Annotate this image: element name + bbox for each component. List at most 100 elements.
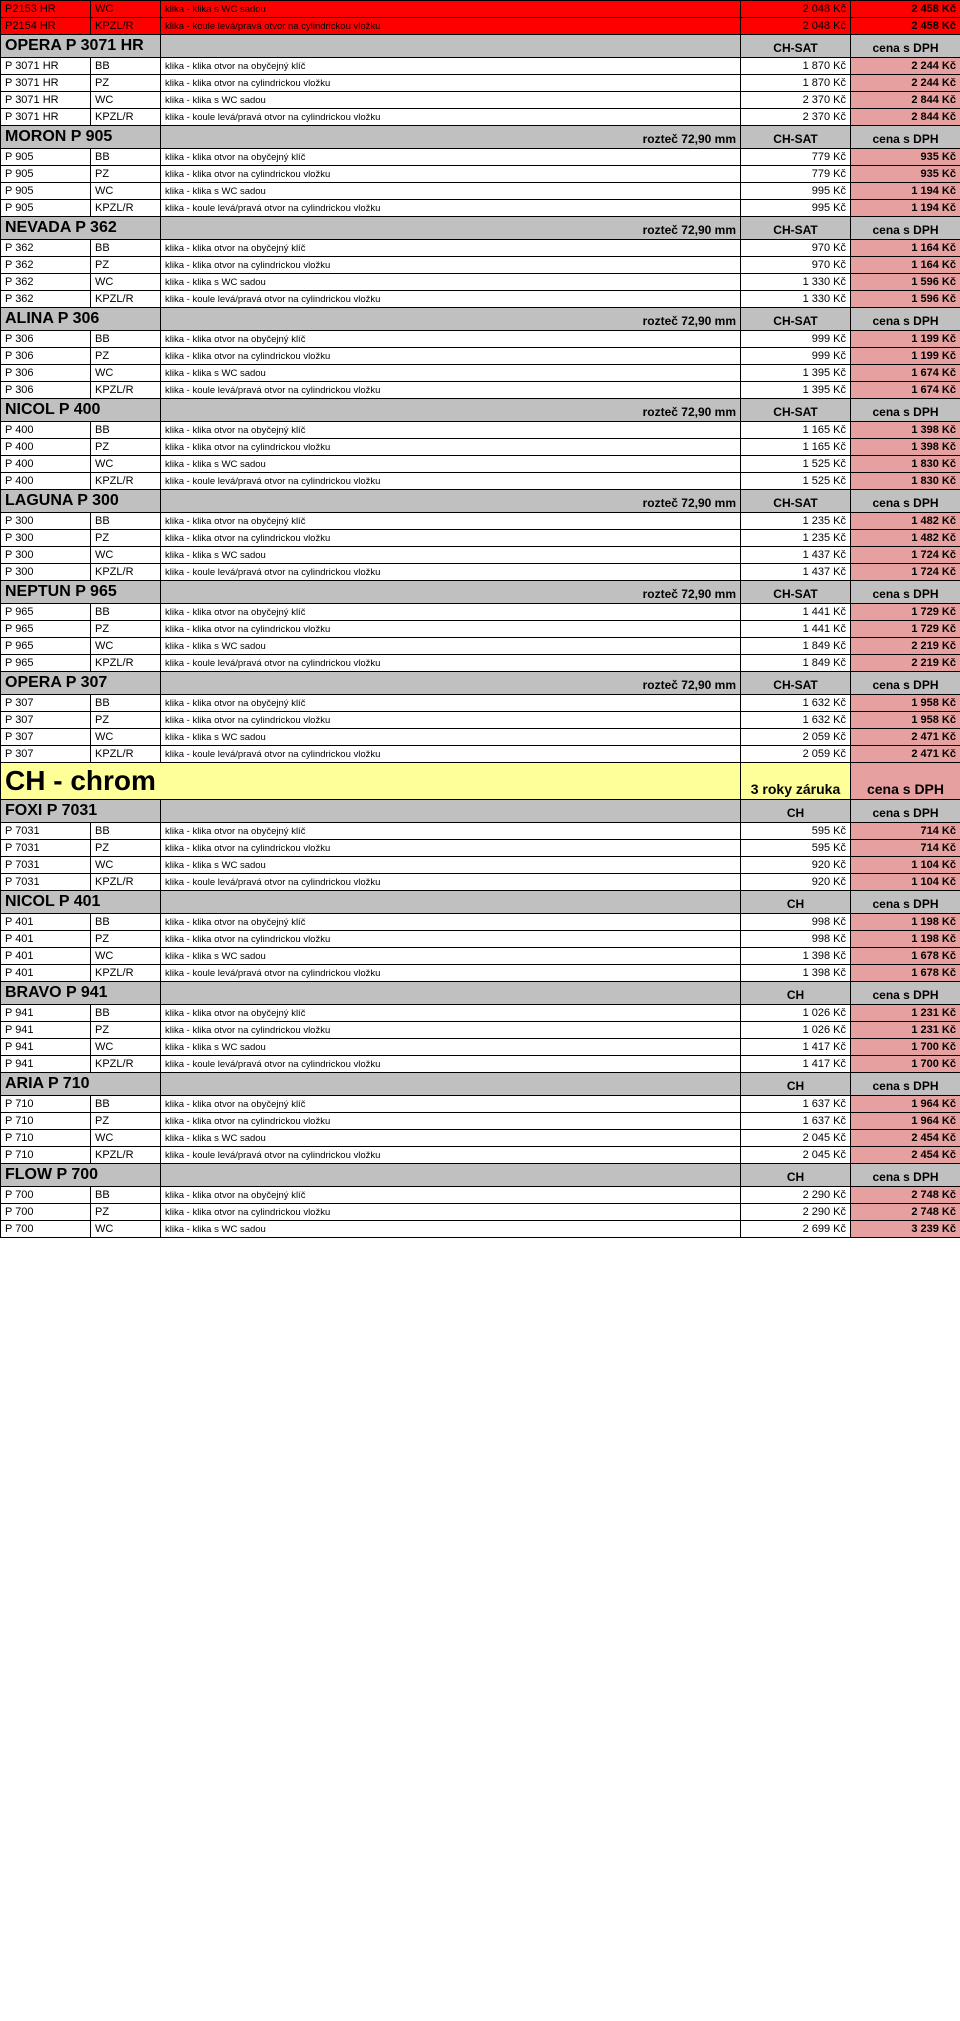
table-row: P 7031BBklika - klika otvor na obyčejný …: [1, 823, 960, 840]
price-cell: 2 048 Kč: [741, 1, 851, 18]
price-vat-cell: 1 231 Kč: [851, 1022, 960, 1039]
chrom-cena: cena s DPH: [851, 763, 960, 800]
code-cell: P 400: [1, 456, 91, 473]
price-cell: 1 525 Kč: [741, 473, 851, 490]
price-vat-cell: 1 700 Kč: [851, 1039, 960, 1056]
table-row: P 362WCklika - klika s WC sadou1 330 Kč1…: [1, 274, 960, 291]
variant-cell: KPZL/R: [91, 382, 161, 399]
section-h4: CH-SAT: [741, 126, 851, 149]
code-cell: P 710: [1, 1096, 91, 1113]
code-cell: P 401: [1, 948, 91, 965]
variant-cell: BB: [91, 823, 161, 840]
price-cell: 1 330 Kč: [741, 274, 851, 291]
price-vat-cell: 1 724 Kč: [851, 564, 960, 581]
table-row: NEVADA P 362rozteč 72,90 mmCH-SATcena s …: [1, 217, 960, 240]
table-row: P 7031KPZL/Rklika - koule levá/pravá otv…: [1, 874, 960, 891]
desc-cell: klika - koule levá/pravá otvor na cylind…: [161, 1147, 741, 1164]
table-row: P 362BBklika - klika otvor na obyčejný k…: [1, 240, 960, 257]
desc-cell: klika - koule levá/pravá otvor na cylind…: [161, 18, 741, 35]
variant-cell: WC: [91, 1221, 161, 1238]
variant-cell: BB: [91, 604, 161, 621]
desc-cell: klika - klika otvor na cylindrickou vlož…: [161, 439, 741, 456]
variant-cell: KPZL/R: [91, 874, 161, 891]
price-vat-cell: 1 198 Kč: [851, 931, 960, 948]
code-cell: P 965: [1, 638, 91, 655]
section-title: NEVADA P 362: [1, 217, 161, 240]
table-row: P 300PZklika - klika otvor na cylindrick…: [1, 530, 960, 547]
price-cell: 1 849 Kč: [741, 655, 851, 672]
desc-cell: klika - klika s WC sadou: [161, 1, 741, 18]
price-vat-cell: 2 471 Kč: [851, 729, 960, 746]
variant-cell: BB: [91, 513, 161, 530]
code-cell: P 700: [1, 1204, 91, 1221]
desc-cell: klika - klika s WC sadou: [161, 1221, 741, 1238]
section-title: BRAVO P 941: [1, 982, 161, 1005]
section-h5: cena s DPH: [851, 800, 960, 823]
code-cell: P 905: [1, 183, 91, 200]
price-vat-cell: 1 729 Kč: [851, 604, 960, 621]
code-cell: P 362: [1, 274, 91, 291]
variant-cell: BB: [91, 1096, 161, 1113]
desc-cell: klika - klika s WC sadou: [161, 948, 741, 965]
section-h4: CH: [741, 891, 851, 914]
table-body: P2153 HRWCklika - klika s WC sadou2 048 …: [1, 1, 960, 1238]
variant-cell: WC: [91, 638, 161, 655]
code-cell: P 300: [1, 564, 91, 581]
price-cell: 595 Kč: [741, 823, 851, 840]
section-h4: CH: [741, 800, 851, 823]
price-cell: 1 395 Kč: [741, 365, 851, 382]
section-mid: [161, 891, 741, 914]
price-vat-cell: 2 471 Kč: [851, 746, 960, 763]
price-vat-cell: 1 164 Kč: [851, 257, 960, 274]
code-cell: P2154 HR: [1, 18, 91, 35]
table-row: P 700BBklika - klika otvor na obyčejný k…: [1, 1187, 960, 1204]
table-row: BRAVO P 941CHcena s DPH: [1, 982, 960, 1005]
price-cell: 970 Kč: [741, 257, 851, 274]
code-cell: P 941: [1, 1056, 91, 1073]
section-h4: CH-SAT: [741, 217, 851, 240]
section-title: OPERA P 3071 HR: [1, 35, 161, 58]
price-vat-cell: 1 700 Kč: [851, 1056, 960, 1073]
price-vat-cell: 2 454 Kč: [851, 1147, 960, 1164]
code-cell: P 905: [1, 166, 91, 183]
price-vat-cell: 1 194 Kč: [851, 183, 960, 200]
code-cell: P 362: [1, 240, 91, 257]
table-row: P 307BBklika - klika otvor na obyčejný k…: [1, 695, 960, 712]
table-row: P 401PZklika - klika otvor na cylindrick…: [1, 931, 960, 948]
section-mid: [161, 1164, 741, 1187]
code-cell: P 700: [1, 1221, 91, 1238]
variant-cell: BB: [91, 331, 161, 348]
section-h4: CH-SAT: [741, 308, 851, 331]
section-mid: rozteč 72,90 mm: [161, 126, 741, 149]
price-cell: 995 Kč: [741, 183, 851, 200]
table-row: P 300BBklika - klika otvor na obyčejný k…: [1, 513, 960, 530]
code-cell: P 905: [1, 200, 91, 217]
code-cell: P 307: [1, 695, 91, 712]
variant-cell: WC: [91, 1130, 161, 1147]
price-vat-cell: 2 219 Kč: [851, 638, 960, 655]
price-vat-cell: 1 724 Kč: [851, 547, 960, 564]
section-mid: rozteč 72,90 mm: [161, 308, 741, 331]
price-vat-cell: 1 231 Kč: [851, 1005, 960, 1022]
variant-cell: KPZL/R: [91, 655, 161, 672]
price-cell: 998 Kč: [741, 931, 851, 948]
variant-cell: PZ: [91, 931, 161, 948]
table-row: P 401BBklika - klika otvor na obyčejný k…: [1, 914, 960, 931]
code-cell: P 965: [1, 621, 91, 638]
variant-cell: WC: [91, 456, 161, 473]
price-cell: 1 398 Kč: [741, 948, 851, 965]
table-row: P 941BBklika - klika otvor na obyčejný k…: [1, 1005, 960, 1022]
variant-cell: WC: [91, 857, 161, 874]
variant-cell: BB: [91, 422, 161, 439]
variant-cell: BB: [91, 58, 161, 75]
price-vat-cell: 1 678 Kč: [851, 965, 960, 982]
code-cell: P 3071 HR: [1, 109, 91, 126]
price-cell: 2 290 Kč: [741, 1204, 851, 1221]
section-h5: cena s DPH: [851, 308, 960, 331]
section-mid: [161, 1073, 741, 1096]
price-vat-cell: 1 674 Kč: [851, 382, 960, 399]
table-row: P 401WCklika - klika s WC sadou1 398 Kč1…: [1, 948, 960, 965]
desc-cell: klika - koule levá/pravá otvor na cylind…: [161, 291, 741, 308]
section-h5: cena s DPH: [851, 982, 960, 1005]
table-row: P 400KPZL/Rklika - koule levá/pravá otvo…: [1, 473, 960, 490]
